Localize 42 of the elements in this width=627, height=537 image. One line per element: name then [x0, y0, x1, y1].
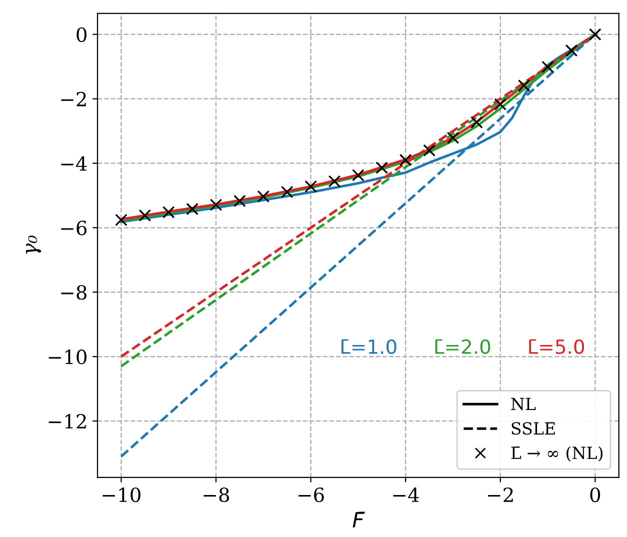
text: L̄=1.0 [341, 339, 396, 354]
point [565, 44, 578, 57]
y-tick-label: −8 [61, 285, 86, 300]
text: L̄=2.0 [435, 339, 490, 354]
y-tick-label: 0 [76, 27, 86, 42]
annotation: SSLE [512, 422, 555, 435]
point [186, 202, 199, 216]
point [542, 60, 554, 74]
point [138, 209, 152, 222]
y-axis-title: γ₀ [26, 236, 42, 254]
x-tick-label: −2 [488, 487, 513, 502]
annotation: NL [511, 398, 536, 410]
x-tick-label: −10 [102, 487, 140, 502]
point [114, 214, 128, 226]
x-tick-label: −6 [298, 487, 324, 502]
legend-label: L̄ → ∞ (NL) [511, 446, 603, 462]
point [470, 116, 483, 129]
y-tick-label: −10 [48, 350, 86, 364]
point [352, 168, 364, 182]
point [210, 198, 222, 212]
point [233, 194, 246, 208]
point [399, 154, 412, 166]
y-tick-label: −2 [61, 92, 86, 106]
point [280, 186, 294, 198]
x-tick-label: −4 [393, 487, 419, 502]
point [494, 98, 507, 110]
x-axis-title: F̄ [352, 512, 365, 528]
x-tick-label: 0 [590, 487, 600, 502]
point [328, 175, 341, 188]
point [376, 162, 388, 174]
point [162, 206, 175, 218]
point [518, 79, 530, 92]
text: L̄=5.0 [529, 339, 584, 354]
point [257, 190, 270, 203]
y-tick-label: −6 [61, 220, 87, 236]
x-tick-label: −8 [204, 487, 230, 502]
point [588, 28, 602, 41]
point [423, 144, 436, 157]
point [304, 180, 317, 193]
y-tick-label: −4 [61, 156, 87, 171]
point [446, 132, 460, 144]
y-tick-label: −12 [48, 414, 86, 428]
